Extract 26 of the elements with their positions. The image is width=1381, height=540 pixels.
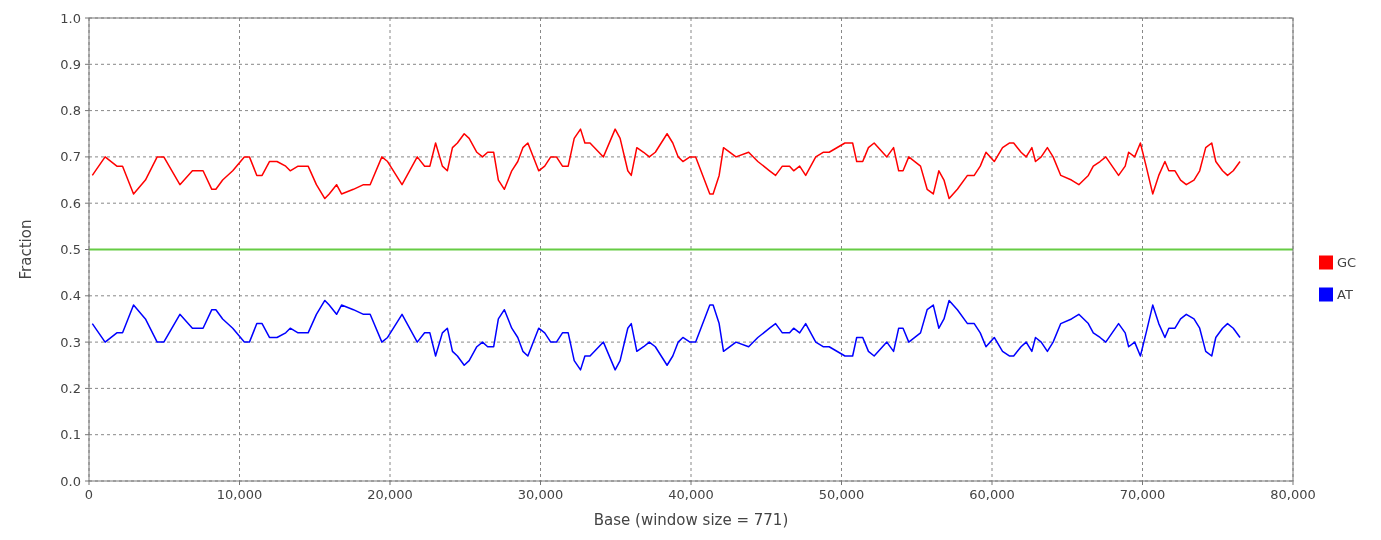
y-tick-label: 0.9 xyxy=(60,56,81,72)
y-tick-label: 0.4 xyxy=(60,288,81,304)
legend-label: AT xyxy=(1337,287,1353,303)
y-axis-title: Fraction xyxy=(17,219,35,280)
y-tick-label: 0.7 xyxy=(60,149,81,165)
x-tick-label: 10,000 xyxy=(216,487,263,502)
x-tick-label: 30,000 xyxy=(517,487,564,502)
y-tick-label: 0.5 xyxy=(60,242,81,258)
x-tick-label: 80,000 xyxy=(1270,487,1316,502)
y-tick-label: 0.0 xyxy=(60,473,81,489)
x-axis-title: Base (window size = 771) xyxy=(593,511,789,529)
y-tick-label: 0.8 xyxy=(60,103,81,119)
line-series xyxy=(91,299,1241,371)
line-series xyxy=(91,128,1241,200)
legend-label: GC xyxy=(1337,255,1357,271)
x-tick-label: 20,000 xyxy=(367,487,413,502)
x-tick-label: 50,000 xyxy=(818,487,865,502)
y-tick-label: 0.3 xyxy=(60,334,81,350)
x-tick-label: 0 xyxy=(84,487,94,502)
y-tick-label: 0.1 xyxy=(60,427,81,443)
x-tick-label: 70,000 xyxy=(1119,487,1166,502)
y-tick-label: 1.0 xyxy=(60,10,81,26)
y-tick-label: 0.6 xyxy=(60,195,81,211)
y-tick-label: 0.2 xyxy=(60,380,81,396)
x-tick-label: 60,000 xyxy=(969,487,1015,502)
x-tick-label: 40,000 xyxy=(668,487,714,502)
